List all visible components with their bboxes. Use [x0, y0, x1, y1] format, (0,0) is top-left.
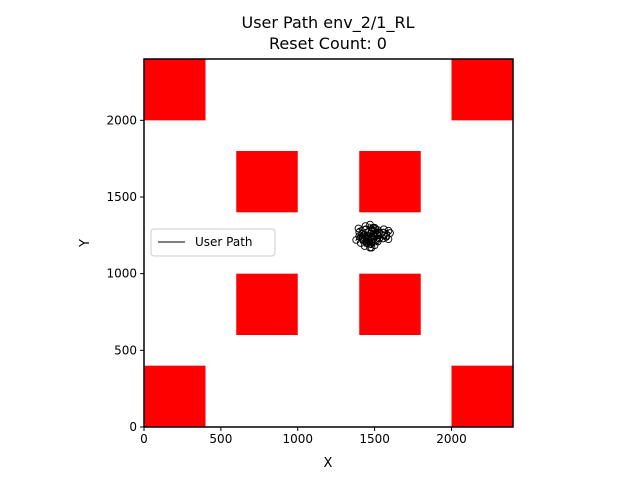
- obstacle-6: [359, 273, 421, 335]
- y-tick-label: 500: [114, 343, 137, 357]
- data-point: [366, 243, 374, 252]
- legend-label: User Path: [195, 235, 253, 249]
- data-point: [361, 222, 370, 230]
- series-layer: [352, 220, 394, 252]
- x-axis-ticks: 0 500 1000 1500 2000: [140, 427, 467, 446]
- obstacle-8: [451, 365, 513, 427]
- obstacle-7: [144, 365, 206, 427]
- chart-title: User Path env_2/1_RL: [241, 13, 414, 33]
- data-point: [354, 224, 363, 233]
- x-tick-label: 0: [140, 432, 148, 446]
- legend-box: [150, 228, 276, 257]
- obstacle-1: [144, 59, 206, 121]
- y-axis-ticks: 0 500 1000 1500 2000: [106, 113, 144, 434]
- data-point: [364, 233, 373, 242]
- data-point: [384, 235, 393, 244]
- data-point: [362, 237, 371, 246]
- data-point: [379, 234, 387, 243]
- data-point: [367, 233, 376, 241]
- y-tick-label: 1500: [106, 190, 137, 204]
- x-tick-label: 500: [209, 432, 232, 446]
- data-point: [380, 225, 388, 234]
- obstacle-3: [236, 151, 298, 213]
- chart-subtitle: Reset Count: 0: [269, 34, 387, 53]
- x-tick-label: 1500: [359, 432, 390, 446]
- y-axis-label: Y: [78, 239, 93, 248]
- x-axis-label: X: [324, 456, 333, 471]
- axes-frame: [143, 58, 514, 428]
- obstacle-4: [359, 151, 421, 213]
- y-tick-label: 0: [129, 420, 137, 434]
- y-tick-label: 1000: [106, 267, 137, 281]
- legend: User Path: [150, 228, 276, 257]
- data-point: [352, 236, 361, 244]
- obstacle-5: [236, 273, 298, 335]
- obstacle-layer: [144, 59, 513, 427]
- data-point: [370, 241, 379, 250]
- data-point: [373, 226, 382, 234]
- x-tick-label: 1000: [282, 432, 313, 446]
- obstacle-2: [451, 59, 513, 121]
- y-tick-label: 2000: [106, 113, 137, 127]
- data-point: [375, 234, 384, 243]
- x-tick-label: 2000: [436, 432, 467, 446]
